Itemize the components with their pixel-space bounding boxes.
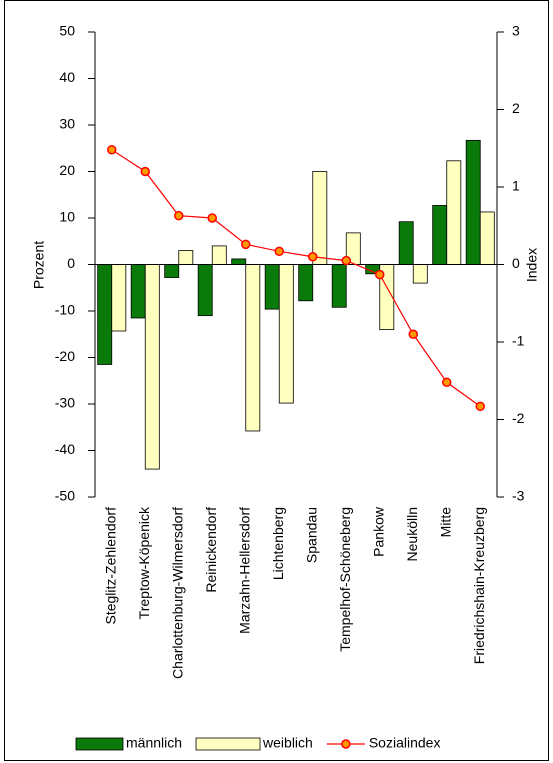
bar [278, 264, 294, 404]
y-tick-label: 0 [67, 255, 75, 271]
bar [264, 264, 280, 310]
chart-frame [4, 0, 549, 761]
y2-tick-label: 3 [512, 23, 520, 39]
y-tick-label: 20 [59, 162, 75, 178]
bar [164, 264, 180, 278]
y2-tick-label: 2 [512, 100, 520, 116]
y2-tick-label: -1 [512, 333, 525, 349]
bar [298, 264, 314, 302]
bar [178, 250, 194, 265]
bar [111, 264, 127, 332]
y2-tick-label: 1 [512, 178, 520, 194]
bar [197, 264, 213, 317]
x-tick-label: Pankow [370, 506, 386, 557]
bar [398, 221, 414, 265]
bar [412, 264, 428, 284]
y-axis-label: Prozent [31, 241, 47, 289]
line-marker [408, 329, 418, 339]
x-tick-label: Steglitz-Zehlendorf [102, 507, 118, 625]
line-marker [341, 255, 351, 266]
bar [130, 264, 146, 319]
x-tick-label: Charlottenburg-Wilmersdorf [169, 507, 185, 679]
bar [231, 258, 247, 265]
x-tick-label: Tempelhof-Schöneberg [337, 507, 353, 652]
x-tick-label: Mitte [437, 507, 453, 538]
legend-marker [341, 739, 351, 749]
legend-label: männlich [126, 735, 182, 751]
bar [144, 264, 160, 470]
x-tick-label: Neukölln [404, 507, 420, 561]
legend-label: Sozialindex [369, 735, 441, 751]
bar [479, 211, 495, 265]
y2-axis-label: Index [524, 248, 540, 282]
line-marker [174, 210, 184, 221]
line-marker [140, 166, 150, 177]
y-tick-label: 30 [59, 116, 75, 132]
legend-swatch [75, 737, 124, 751]
bar [312, 171, 328, 265]
y-tick-label: 40 [59, 69, 75, 85]
y-tick-label: -40 [55, 441, 75, 457]
line [111, 149, 481, 407]
line-marker [375, 269, 385, 280]
x-tick-label: Spandau [303, 507, 319, 563]
bar [245, 264, 261, 432]
x-tick-label: Lichtenberg [270, 507, 286, 580]
line-marker [274, 246, 284, 257]
x-tick-label: Reinickendorf [203, 507, 219, 593]
line-marker [241, 239, 251, 250]
y2-tick-label: 0 [512, 255, 520, 271]
y-tick-label: -50 [55, 488, 75, 504]
bar [432, 205, 448, 265]
y2-tick-label: -3 [512, 488, 525, 504]
legend-swatch [195, 737, 261, 751]
legend-label: weiblich [262, 735, 313, 751]
x-tick-label: Marzahn-Hellersdorf [236, 507, 252, 634]
x-tick-label: Friedrichshain-Kreuzberg [471, 507, 487, 664]
x-tick-label: Treptow-Köpenick [136, 506, 152, 619]
bar [446, 160, 462, 265]
y-tick-label: 50 [59, 23, 75, 39]
line-marker [308, 252, 318, 262]
y2-tick-label: -2 [512, 410, 525, 426]
line-marker [442, 377, 452, 388]
line-marker [207, 213, 217, 223]
y-tick-label: -10 [55, 302, 75, 318]
bar [211, 245, 227, 265]
bar [331, 264, 347, 308]
y-tick-label: 10 [59, 209, 75, 225]
bar [465, 139, 481, 265]
y-tick-label: -20 [55, 348, 75, 364]
bar [97, 264, 113, 365]
line-marker [107, 145, 117, 155]
y-tick-label: -30 [55, 395, 75, 411]
line-marker [475, 401, 485, 412]
